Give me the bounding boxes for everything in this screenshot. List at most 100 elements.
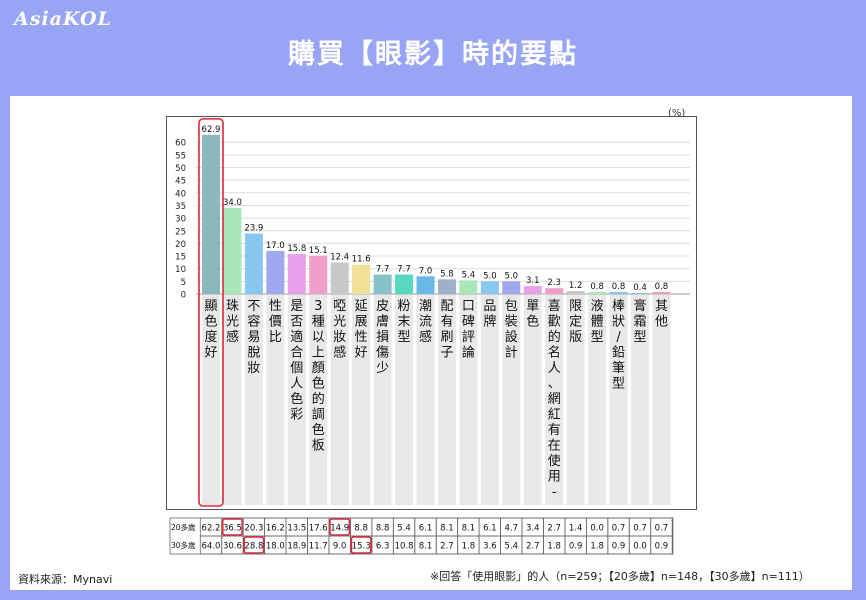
table-value: 0.9 <box>569 542 583 552</box>
table-value: 11.7 <box>309 542 328 552</box>
data-label: 3.1 <box>526 276 540 286</box>
page-title: 購買【眼影】時的要點 <box>288 39 578 70</box>
category-label: 延展性好 <box>355 299 368 361</box>
table-value: 28.8 <box>244 542 263 552</box>
category-label: 口碑評論 <box>462 299 475 361</box>
category-label: 喜歡的名人、網紅有在使用- <box>548 299 561 500</box>
table-row-label: 30多歲 <box>171 540 196 550</box>
bar <box>244 233 263 294</box>
category-column <box>437 295 456 505</box>
table-value: 0.7 <box>655 524 669 534</box>
y-tick-label: 60 <box>175 139 186 149</box>
bar <box>330 262 349 294</box>
bar <box>437 279 456 294</box>
data-label: 0.8 <box>612 282 626 292</box>
bar <box>631 292 649 294</box>
category-column <box>395 295 414 505</box>
table-value: 14.9 <box>330 524 349 534</box>
bar <box>609 291 628 294</box>
data-label: 15.1 <box>309 246 328 256</box>
category-column <box>223 295 242 505</box>
table-value: 13.5 <box>287 524 306 534</box>
category-label: 膏霜型 <box>633 298 646 345</box>
table-value: 18.0 <box>266 542 285 552</box>
bar <box>459 280 478 294</box>
category-label: 是否適合個人色彩 <box>290 299 303 423</box>
category-label: 包裝設計 <box>505 299 518 361</box>
table-value: 2.7 <box>547 524 561 534</box>
y-tick-label: 55 <box>175 151 186 161</box>
table-value: 62.2 <box>202 524 221 534</box>
bar <box>566 290 585 294</box>
table-value: 1.8 <box>547 542 561 552</box>
table-value: 64.0 <box>202 542 221 552</box>
table-value: 6.1 <box>419 524 433 534</box>
y-tick-label: 5 <box>181 278 186 288</box>
bar <box>523 286 542 294</box>
sample-note: ※回答「使用眼影」的人（n=259；【20多歲】n=148，【30多歲】n=11… <box>430 570 810 583</box>
category-label: 液體型 <box>591 299 604 345</box>
data-label: 34.0 <box>223 198 242 208</box>
y-tick-label: 15 <box>175 253 186 263</box>
bar <box>395 274 414 294</box>
bar <box>652 291 671 294</box>
category-label: 棒狀/鉛筆型 <box>612 299 625 392</box>
category-label: 潮流感 <box>419 299 432 345</box>
table-value: 15.3 <box>352 542 371 552</box>
category-label: 品牌 <box>483 299 496 330</box>
category-column <box>309 295 328 505</box>
table-value: 0.0 <box>633 542 647 552</box>
data-label: 2.3 <box>547 278 561 288</box>
y-tick-label: 40 <box>175 189 186 199</box>
table-value: 18.9 <box>287 542 306 552</box>
table-value: 20.3 <box>244 524 263 534</box>
table-value: 0.9 <box>612 542 626 552</box>
category-column <box>330 295 349 505</box>
data-label: 0.8 <box>590 282 604 292</box>
table-value: 5.4 <box>505 542 519 552</box>
table-row-label: 20多歲 <box>171 522 196 532</box>
table-value: 1.8 <box>590 542 604 552</box>
highlight-box <box>198 118 224 507</box>
table-value: 8.1 <box>462 524 476 534</box>
y-tick-label: 10 <box>175 265 186 275</box>
table-value: 36.5 <box>223 524 242 534</box>
table-frame <box>169 517 674 555</box>
table-value: 8.1 <box>440 524 454 534</box>
category-column <box>588 295 607 505</box>
data-label: 5.0 <box>505 271 519 281</box>
bar <box>223 207 242 294</box>
category-label: 限定版 <box>569 299 582 345</box>
table-value: 6.3 <box>376 542 390 552</box>
data-label: 1.2 <box>569 281 583 291</box>
category-label: 啞光妝感 <box>333 299 346 361</box>
table-value: 2.7 <box>526 542 540 552</box>
table-value: 0.7 <box>633 524 647 534</box>
table-value: 0.9 <box>655 542 669 552</box>
table-highlight <box>350 536 372 554</box>
table-value: 6.1 <box>483 524 497 534</box>
table-highlight <box>243 536 265 554</box>
category-column <box>244 295 263 505</box>
table-value: 0.0 <box>590 524 604 534</box>
table-value: 0.7 <box>612 524 626 534</box>
table-value: 3.4 <box>526 524 540 534</box>
unit-label: (%) <box>668 108 686 119</box>
data-label: 5.0 <box>483 271 497 281</box>
table-value: 1.8 <box>462 542 476 552</box>
category-column <box>523 295 542 505</box>
table-value: 30.6 <box>223 542 242 552</box>
data-label: 5.8 <box>440 269 454 279</box>
category-column <box>502 295 521 505</box>
data-label: 7.7 <box>397 265 411 275</box>
category-column <box>352 295 371 505</box>
y-tick-label: 45 <box>175 177 186 187</box>
data-label: 0.8 <box>655 282 669 292</box>
table-value: 5.4 <box>397 524 411 534</box>
table-value: 8.8 <box>354 524 368 534</box>
category-column <box>652 295 671 505</box>
category-column <box>373 295 392 505</box>
data-label: 0.4 <box>633 283 647 293</box>
category-label: 粉末型 <box>398 299 411 345</box>
category-column <box>480 295 499 505</box>
